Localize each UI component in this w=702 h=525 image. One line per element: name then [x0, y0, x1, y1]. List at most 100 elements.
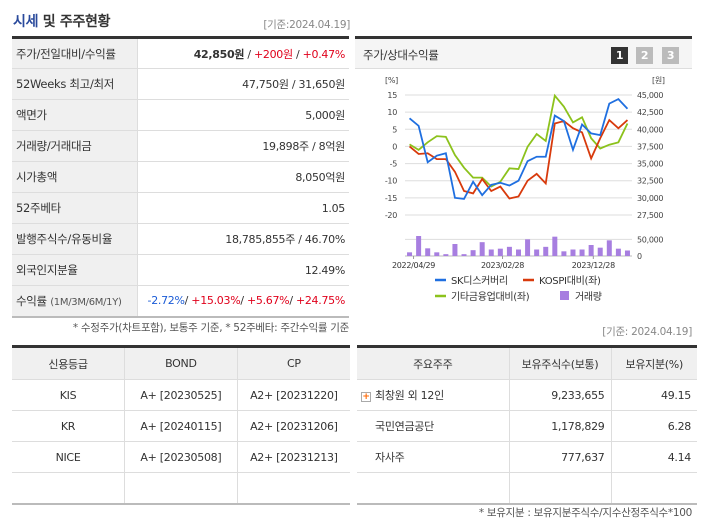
row-label: 액면가 — [12, 99, 138, 131]
table-row — [357, 472, 697, 504]
table-row: 거래량/거래대금 19,898주 / 8억원 — [12, 130, 349, 162]
table-row: KR A+ [20240115] A2+ [20231206] — [12, 410, 350, 442]
right-tick-label: 37,500 — [637, 142, 663, 151]
column-header: CP — [236, 346, 350, 380]
volume-bar — [461, 254, 467, 256]
table-row: 주가/전일대비/수익률 42,850원 / +200원 / +0.47% — [12, 37, 349, 69]
volume-bar — [552, 236, 558, 256]
column-header: 주요주주 — [357, 346, 510, 380]
row-label: 52주베타 — [12, 192, 138, 224]
row-label: 거래량/거래대금 — [12, 130, 138, 162]
row-value: 42,850원 / +200원 / +0.47% — [137, 37, 349, 69]
right-tick-label: 32,500 — [637, 177, 663, 186]
x-tick-label: 2023/02/28 — [481, 261, 524, 270]
table-row: NICE A+ [20230508] A2+ [20231213] — [12, 441, 350, 473]
table-row: 발행주식수/유동비율 18,785,855주 / 46.70% — [12, 223, 349, 255]
row-value: 8,050억원 — [137, 161, 349, 193]
series-line — [408, 118, 629, 200]
row-label: 발행주식수/유동비율 — [12, 223, 138, 255]
x-tick-label: 2022/04/29 — [392, 261, 435, 270]
volume-bar — [443, 254, 449, 256]
volume-bar — [425, 248, 431, 256]
page-1-button[interactable]: 1 — [611, 47, 628, 64]
legend-label: 기타금융업대비(좌) — [451, 290, 530, 303]
chart-title: 주가/상대수익률 — [363, 48, 439, 62]
column-header: BOND — [124, 346, 238, 380]
left-tick-label: 10 — [387, 108, 397, 117]
volume-bar — [488, 249, 494, 256]
table-row: 수익률 (1M/3M/6M/1Y) -2.72%/ +15.03%/ +5.67%… — [12, 285, 349, 317]
legend-label: 거래량 — [575, 291, 602, 303]
footnote: * 보유지분 : 보유지분주식수/지수산정주식수*100 — [478, 507, 692, 519]
volume-bar — [479, 242, 485, 256]
right-tick-label: 45,000 — [637, 91, 663, 100]
volume-bar — [597, 247, 603, 256]
left-tick-label: -20 — [385, 211, 397, 220]
volume-bar — [516, 249, 521, 256]
legend-label: KOSPI대비(좌) — [539, 275, 601, 287]
left-tick-label: 15 — [387, 91, 397, 100]
volume-bar — [588, 245, 594, 256]
volume-bar — [624, 250, 630, 256]
series-line — [409, 93, 629, 188]
column-header: 보유주식수(보통) — [508, 346, 612, 380]
row-label: 52Weeks 최고/최저 — [12, 68, 138, 100]
volume-bar — [579, 249, 585, 256]
volume-tick-label: 0 — [637, 252, 642, 261]
credit-rating-table: 신용등급 BOND CP KIS A+ [20230525] A2+ [20231220… — [12, 345, 350, 505]
volume-bar — [470, 250, 476, 256]
series-line — [408, 98, 629, 200]
volume-bar — [543, 246, 549, 256]
right-tick-label: 27,500 — [637, 211, 663, 220]
volume-bar — [416, 236, 422, 256]
table-row: 시가총액 8,050억원 — [12, 161, 349, 193]
row-value: 18,785,855주 / 46.70% — [137, 223, 349, 255]
volume-bar — [615, 248, 621, 256]
major-shareholders-table: 주요주주 보유주식수(보통) 보유지분(%) + 최창원 외 12인 9,233,655… — [357, 345, 697, 505]
left-tick-label: 5 — [392, 125, 397, 134]
page-3-button[interactable]: 3 — [662, 47, 679, 64]
as-of-date: [기준:2024.04.19] — [263, 19, 350, 31]
left-tick-label: -15 — [385, 194, 397, 203]
volume-bar — [434, 252, 440, 256]
left-tick-label: 0 — [392, 142, 397, 151]
left-tick-label: -5 — [390, 160, 398, 169]
stock-info-table: 주가/전일대비/수익률 42,850원 / +200원 / +0.47% 52We… — [12, 36, 349, 318]
table-row: 국민연금공단 1,178,829 6.28 — [357, 410, 697, 442]
volume-bar — [570, 249, 576, 256]
volume-bar — [606, 240, 612, 256]
row-label: 주가/전일대비/수익률 — [12, 37, 138, 69]
row-value: 1.05 — [137, 192, 349, 224]
row-value: 47,750원 / 31,650원 — [137, 68, 349, 100]
chart-panel: 주가/상대수익률 1 2 3 [%] [원] 15 45,000 10 42,500 5 40… — [355, 36, 692, 314]
legend-label: SK디스커버리 — [451, 275, 508, 287]
column-header: 보유지분(%) — [610, 346, 697, 380]
section-title: 시세 및 주주현황 — [13, 14, 111, 30]
left-axis-unit: [%] — [385, 76, 398, 85]
right-axis-unit: [원] — [652, 76, 665, 85]
row-value: 5,000원 — [137, 99, 349, 131]
volume-bar — [525, 239, 531, 256]
table-row — [12, 472, 350, 504]
relative-return-chart: [%] [원] 15 45,000 10 42,500 5 40,000 0 37,500 -5 35… — [385, 76, 665, 303]
row-label: 시가총액 — [12, 161, 138, 193]
volume-bar — [497, 248, 503, 256]
as-of-date: [기준: 2024.04.19] — [602, 326, 692, 338]
legend-swatch — [560, 291, 569, 300]
left-tick-label: -10 — [385, 177, 397, 186]
expand-icon[interactable]: + — [361, 392, 371, 402]
row-value: 19,898주 / 8억원 — [137, 130, 349, 162]
row-value: 12.49% — [137, 254, 349, 286]
right-tick-label: 30,000 — [637, 194, 663, 203]
x-tick-label: 2023/12/28 — [572, 261, 615, 270]
row-value: -2.72%/ +15.03%/ +5.67%/ +24.75% — [137, 285, 349, 317]
volume-bar — [506, 246, 512, 256]
volume-bar — [452, 244, 458, 256]
column-header: 신용등급 — [12, 346, 126, 380]
right-tick-label: 35,000 — [637, 160, 663, 169]
footnote: * 수정주가(차트포함), 보통주 기준, * 52주베타: 주간수익률 기준 — [72, 322, 349, 334]
volume-bar — [407, 252, 413, 256]
page-2-button[interactable]: 2 — [636, 47, 653, 64]
table-row: 자사주 777,637 4.14 — [357, 441, 697, 473]
volume-bar — [534, 249, 540, 256]
